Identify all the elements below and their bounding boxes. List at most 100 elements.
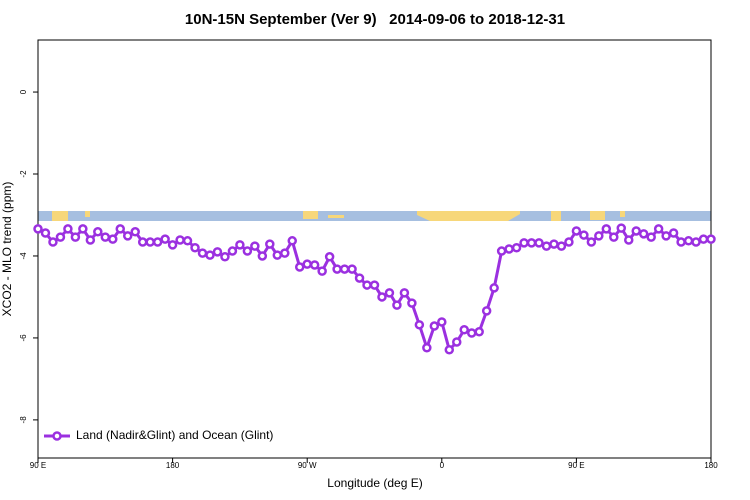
point xyxy=(474,327,484,337)
point xyxy=(579,230,589,240)
point xyxy=(399,288,410,298)
point xyxy=(556,241,567,251)
point xyxy=(175,235,185,245)
point xyxy=(115,224,126,234)
point xyxy=(40,228,51,238)
point xyxy=(594,231,604,241)
point xyxy=(392,300,402,310)
point xyxy=(384,288,395,298)
legend-label: Land (Nadir&Glint) and Ocean (Glint) xyxy=(76,428,273,442)
point xyxy=(332,264,342,274)
point xyxy=(586,237,597,247)
point xyxy=(609,232,619,242)
point xyxy=(85,235,96,245)
point xyxy=(414,320,425,330)
y-axis-label: XCO2 - MLO trend (ppm) xyxy=(0,182,14,317)
x-tick-label: 90 E xyxy=(568,461,584,470)
point xyxy=(257,251,268,261)
y-tick-label: 0 xyxy=(19,89,28,94)
point xyxy=(496,246,507,256)
point xyxy=(683,236,694,246)
point xyxy=(489,283,499,293)
point xyxy=(437,317,447,327)
point xyxy=(235,240,245,250)
point xyxy=(369,280,380,290)
point xyxy=(452,337,462,347)
point xyxy=(55,232,66,242)
point xyxy=(481,306,492,316)
point xyxy=(526,238,537,248)
point xyxy=(227,246,238,256)
point xyxy=(287,236,297,246)
point xyxy=(78,224,88,234)
point xyxy=(362,280,372,290)
y-tick-label: -2 xyxy=(19,170,28,178)
point xyxy=(339,264,350,274)
x-tick-label: 0 xyxy=(440,461,445,470)
point xyxy=(63,224,73,234)
legend-marker xyxy=(52,431,62,441)
point xyxy=(661,231,671,241)
point xyxy=(676,237,686,247)
chart-title: 10N-15N September (Ver 9) 2014-09-06 to … xyxy=(185,11,565,28)
point xyxy=(272,250,283,260)
point xyxy=(616,223,627,233)
point xyxy=(564,237,574,247)
point xyxy=(511,243,522,253)
plot-frame xyxy=(37,39,712,459)
point xyxy=(601,224,612,234)
point xyxy=(137,237,148,247)
y-tick-label: -6 xyxy=(19,334,28,342)
point xyxy=(302,259,312,269)
x-tick-label: 90 E xyxy=(30,461,46,470)
y-tick-label: -4 xyxy=(19,252,28,260)
point xyxy=(108,234,118,244)
point xyxy=(623,235,634,245)
point xyxy=(691,237,701,247)
point xyxy=(571,226,582,236)
point xyxy=(698,234,709,244)
x-tick-label: 180 xyxy=(704,461,718,470)
point xyxy=(33,224,43,234)
point xyxy=(631,226,641,236)
point xyxy=(429,321,440,331)
x-tick-label: 90 W xyxy=(298,461,317,470)
point xyxy=(122,231,133,241)
point xyxy=(444,345,455,355)
point xyxy=(160,234,170,244)
point xyxy=(167,240,178,250)
point xyxy=(280,248,290,258)
y-tick-label: -8 xyxy=(19,416,28,424)
point xyxy=(347,264,357,274)
land-ocean-strip xyxy=(38,211,711,221)
point xyxy=(182,236,193,246)
point xyxy=(250,241,260,251)
point xyxy=(668,228,679,238)
point xyxy=(212,247,223,257)
point xyxy=(422,343,432,353)
point xyxy=(130,227,140,237)
point xyxy=(152,237,163,247)
point xyxy=(706,234,716,244)
point xyxy=(220,252,230,262)
x-tick-label: 180 xyxy=(166,461,180,470)
point xyxy=(407,298,417,308)
point xyxy=(242,246,253,256)
point xyxy=(145,237,155,247)
point xyxy=(48,237,58,247)
point xyxy=(70,232,81,242)
point xyxy=(309,260,320,270)
point xyxy=(377,292,387,302)
point xyxy=(197,248,208,258)
point xyxy=(317,266,327,276)
point xyxy=(466,328,477,338)
point xyxy=(265,239,275,249)
point xyxy=(100,232,111,242)
point xyxy=(205,250,215,260)
point xyxy=(519,238,529,248)
point xyxy=(646,232,656,242)
point xyxy=(653,224,664,234)
point xyxy=(190,243,200,253)
point xyxy=(541,241,552,251)
